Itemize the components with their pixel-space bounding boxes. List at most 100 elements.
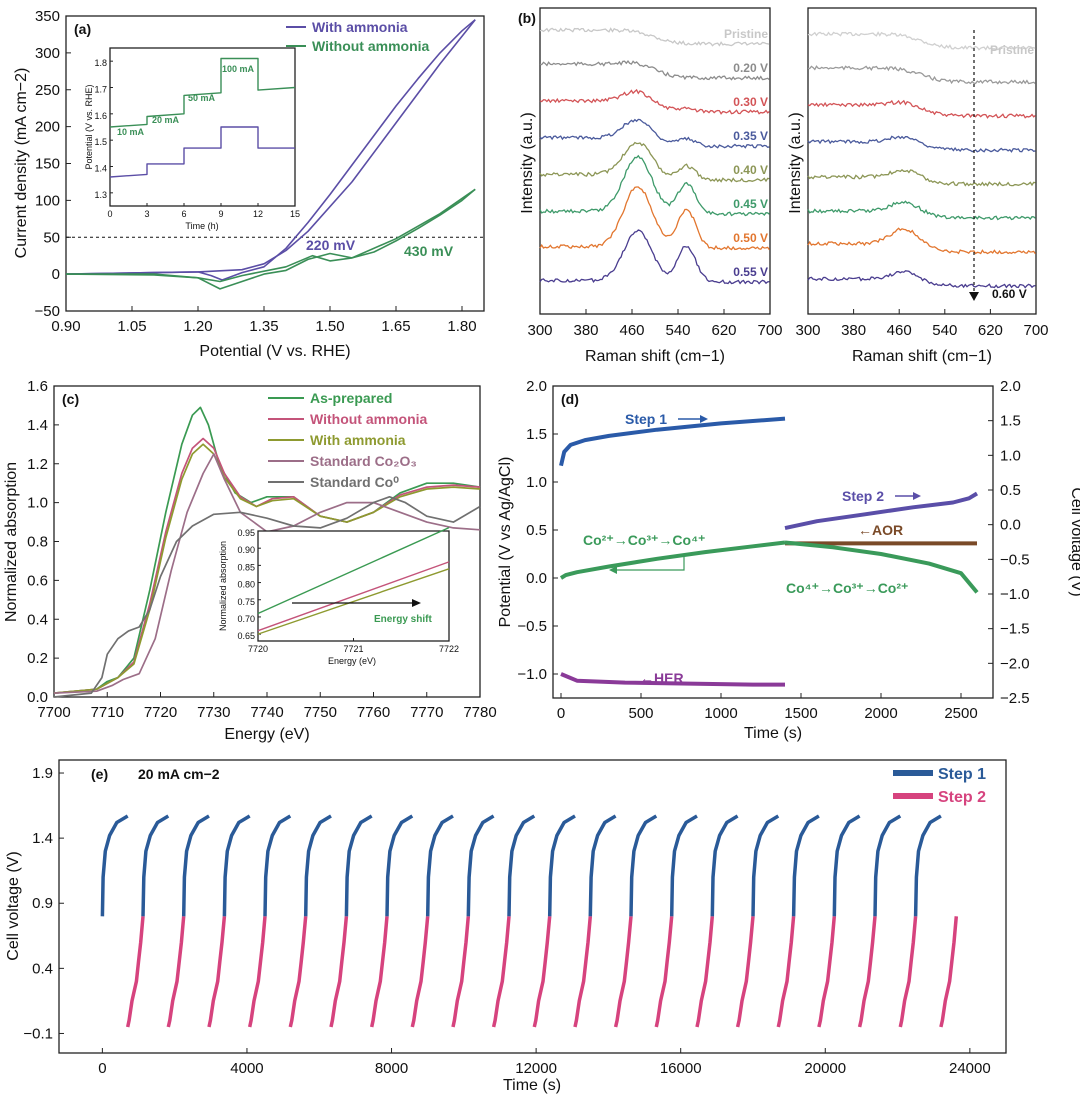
panel-c: (c) 7700 7710 7720 7730 7740 7750 7760 7770 7780… bbox=[3, 378, 497, 743]
arrow-head-icon bbox=[913, 492, 921, 500]
a-ytick-label: 100 bbox=[35, 192, 60, 209]
inset-c-line-2 bbox=[257, 568, 450, 635]
step1-cycle bbox=[588, 814, 617, 917]
inset-line-0 bbox=[109, 57, 296, 128]
step-label-50ma: 50 mA bbox=[188, 93, 216, 103]
a-xtick-label: 1.05 bbox=[117, 318, 146, 335]
step2-cycle bbox=[491, 916, 511, 1028]
c-ytick-label: 0.4 bbox=[27, 611, 48, 628]
annotation-step1: Step 1 bbox=[625, 411, 667, 427]
legend-item: As-prepared bbox=[310, 390, 392, 406]
e-xtick-label: 24000 bbox=[949, 1060, 991, 1077]
inset-c-ytick-label: 0.90 bbox=[237, 545, 255, 555]
arrow-head-icon bbox=[700, 415, 708, 423]
b1-xtick-label: 540 bbox=[665, 322, 690, 339]
inset-c-line-0 bbox=[257, 526, 450, 615]
step2-cycle bbox=[288, 916, 308, 1028]
step2-cycle bbox=[410, 916, 430, 1028]
arrow-head-icon bbox=[412, 599, 421, 607]
inset-line-1 bbox=[109, 126, 295, 178]
d-ytick-label: −0.5 bbox=[517, 618, 547, 635]
step2-cycle bbox=[695, 916, 715, 1028]
step1-cycle bbox=[263, 814, 292, 917]
arrow-head-icon bbox=[969, 292, 979, 301]
inset-c-ytick-label: 0.65 bbox=[237, 631, 255, 641]
inset-c-xtick-label: 7720 bbox=[248, 644, 268, 654]
c-ytick-label: 1.6 bbox=[27, 378, 48, 395]
a-xtick-label: 1.50 bbox=[315, 318, 344, 335]
step1-cycle bbox=[100, 814, 129, 917]
panel-c-ylabel: Normalized absorption bbox=[3, 462, 20, 622]
inset-c-xlabel: Energy (eV) bbox=[328, 656, 376, 666]
step1-cycle bbox=[303, 814, 332, 917]
c-xtick-label: 7720 bbox=[144, 704, 177, 721]
d-xtick-label: 500 bbox=[628, 705, 653, 722]
annotation-430mv: 430 mV bbox=[404, 243, 454, 259]
inset-a-xlabel: Time (h) bbox=[185, 221, 218, 231]
b2-xtick-label: 700 bbox=[1023, 322, 1048, 339]
d-y2tick-label: 1.0 bbox=[1000, 447, 1021, 464]
step2-cycle bbox=[898, 916, 918, 1028]
d-ytick-label: 1.5 bbox=[526, 426, 547, 443]
series-line-her bbox=[560, 672, 785, 687]
xanes-line-3 bbox=[53, 453, 481, 694]
c-xtick-label: 7780 bbox=[463, 704, 496, 721]
d-y2tick-label: −2.5 bbox=[1000, 690, 1030, 707]
c-xtick-label: 7730 bbox=[197, 704, 230, 721]
e-ytick-label: 1.9 bbox=[32, 765, 53, 782]
inset-c-ytick-label: 0.85 bbox=[237, 562, 255, 572]
panel-d-ylabel: Potential (V vs Ag/AgCl) bbox=[497, 457, 514, 628]
b2-xtick-label: 300 bbox=[795, 322, 820, 339]
d-y2tick-label: −2.0 bbox=[1000, 655, 1030, 672]
step1-cycle bbox=[222, 814, 251, 917]
d-xtick-label: 0 bbox=[557, 705, 565, 722]
step1-cycle bbox=[913, 814, 942, 917]
panel-d: (d) 0 500 1000 1500 2000 2500 −1.0 −0.5 0.0 0.5 1.… bbox=[497, 378, 1080, 742]
e-xtick-label: 0 bbox=[98, 1060, 106, 1077]
c-xtick-label: 7700 bbox=[37, 704, 70, 721]
a-ytick-label: 50 bbox=[43, 229, 60, 246]
legend-item: Without ammonia bbox=[310, 411, 428, 427]
b1-series-label: 0.35 V bbox=[733, 129, 768, 143]
series-line-without-ammonia bbox=[66, 188, 476, 290]
d-y2tick-label: 0.0 bbox=[1000, 517, 1021, 534]
step1-cycle bbox=[344, 814, 373, 917]
legend-step2: Step 2 bbox=[938, 789, 986, 806]
panel-b1-ylabel: Intensity (a.u.) bbox=[519, 112, 536, 213]
inset-c-xtick-label: 7721 bbox=[343, 644, 363, 654]
series-line-step 2 bbox=[784, 491, 979, 531]
b2-xtick-label: 380 bbox=[841, 322, 866, 339]
panel-b2-ylabel: Intensity (a.u.) bbox=[787, 112, 804, 213]
annotation-discharge: Co⁴⁺→Co³⁺→Co²⁺ bbox=[786, 580, 908, 596]
b1-series-label: 0.30 V bbox=[733, 95, 768, 109]
panel-c-xlabel: Energy (eV) bbox=[224, 726, 309, 743]
d-ytick-label: 0.5 bbox=[526, 522, 547, 539]
step1-cycle bbox=[141, 814, 170, 917]
c-xtick-label: 7770 bbox=[410, 704, 443, 721]
d-xtick-label: 2500 bbox=[944, 705, 977, 722]
a-ytick-label: 300 bbox=[35, 45, 60, 62]
c-ytick-label: 0.2 bbox=[27, 650, 48, 667]
d-ytick-label: −1.0 bbox=[517, 666, 547, 683]
panel-d-frame bbox=[552, 385, 994, 699]
raman-spectrum-7 bbox=[807, 270, 1036, 289]
d-y2tick-label: 0.5 bbox=[1000, 482, 1021, 499]
annotation-step2: Step 2 bbox=[842, 488, 884, 504]
panel-e-frame bbox=[58, 759, 1007, 1054]
a-ytick-label: 250 bbox=[35, 82, 60, 99]
b2-label-pristine: Pristine bbox=[990, 43, 1034, 57]
annotation-aor: ←AOR bbox=[858, 522, 903, 538]
step2-cycle bbox=[573, 916, 593, 1028]
raman-spectrum-3 bbox=[807, 135, 1036, 153]
series-line-charge bbox=[559, 540, 786, 580]
panel-b: (b) 300 380 460 540 620 700 300 380 460 540 620 700… bbox=[518, 7, 1049, 365]
b1-series-label: 0.20 V bbox=[733, 61, 768, 75]
b1-xtick-label: 620 bbox=[711, 322, 736, 339]
step2-cycle bbox=[939, 916, 959, 1028]
c-xtick-label: 7760 bbox=[357, 704, 390, 721]
raman-spectrum-4 bbox=[539, 141, 770, 183]
step1-cycle bbox=[466, 814, 495, 917]
panel-d-label: (d) bbox=[561, 391, 579, 407]
e-ytick-label: 0.4 bbox=[32, 960, 53, 977]
raman-spectrum-1 bbox=[539, 60, 770, 81]
